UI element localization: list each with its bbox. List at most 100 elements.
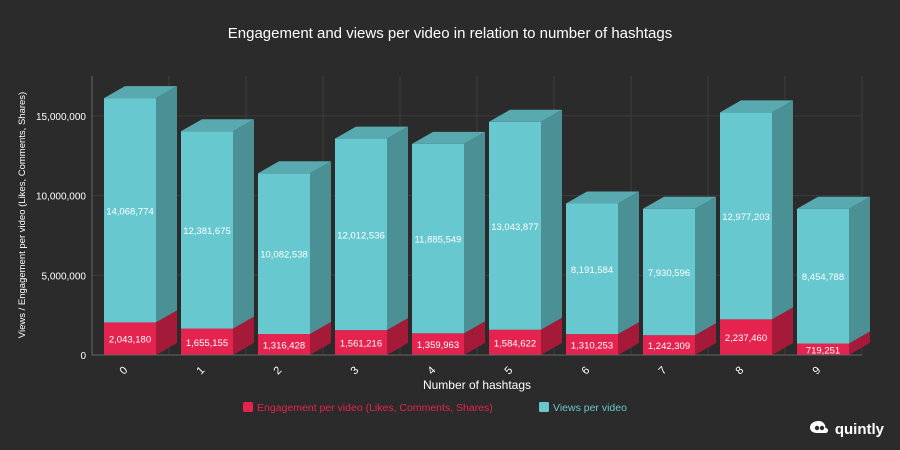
bar-top <box>643 196 716 209</box>
views-bar: 12,977,203 <box>720 100 793 320</box>
bar-front <box>258 173 310 335</box>
engagement-bar: 1,310,253 <box>566 322 639 355</box>
engagement-bar: 1,359,963 <box>412 321 485 355</box>
bar-side <box>233 316 254 355</box>
bar-top <box>104 86 177 99</box>
x-tick-label: 1 <box>194 364 207 377</box>
bar-side <box>772 307 793 355</box>
legend-label: Engagement per video (Likes, Comments, S… <box>257 402 493 414</box>
engagement-bar: 1,561,216 <box>335 318 408 355</box>
bar-front <box>643 335 695 355</box>
views-value-label: 12,012,536 <box>337 230 385 241</box>
bar-front <box>566 203 618 335</box>
engagement-value-label: 1,316,428 <box>263 341 305 352</box>
bar-front <box>412 333 464 355</box>
y-tick-label: 10,000,000 <box>36 192 86 203</box>
bar-side <box>387 318 408 355</box>
views-value-label: 12,381,675 <box>183 226 231 237</box>
bar-top <box>797 196 870 209</box>
bar-side <box>464 131 485 334</box>
engagement-value-label: 2,237,460 <box>725 333 767 344</box>
bar-side <box>156 86 177 323</box>
views-bar: 12,012,536 <box>335 126 408 331</box>
legend-item-engagement: Engagement per video (Likes, Comments, S… <box>243 402 493 414</box>
views-bar: 10,082,538 <box>258 161 331 335</box>
bar-top <box>335 126 408 139</box>
engagement-bar: 1,584,622 <box>489 317 562 355</box>
views-bar: 14,068,774 <box>104 86 177 323</box>
engagement-bar: 1,655,155 <box>181 316 254 355</box>
views-value-label: 7,930,596 <box>648 268 690 279</box>
bar-side <box>849 196 870 344</box>
bar-front <box>104 98 156 323</box>
brand-name: quintly <box>834 420 884 438</box>
engagement-value-label: 719,251 <box>806 345 840 356</box>
x-tick-label: 2 <box>271 364 284 377</box>
bar-front <box>181 131 233 329</box>
engagement-bar: 2,237,460 <box>720 307 793 355</box>
engagement-value-label: 2,043,180 <box>109 335 151 346</box>
y-tick-label: 0 <box>80 351 86 362</box>
bar-top <box>566 191 639 204</box>
views-value-label: 11,885,549 <box>415 235 462 246</box>
bar-front <box>335 138 387 331</box>
bar-side <box>310 322 331 355</box>
x-tick-label: 5 <box>502 364 515 377</box>
engagement-value-label: 1,359,963 <box>417 340 459 351</box>
bar-front <box>412 143 464 334</box>
engagement-bar: 1,316,428 <box>258 322 331 355</box>
bar-front <box>720 319 772 355</box>
brand: quintly <box>809 420 884 438</box>
x-axis-label: Number of hashtags <box>423 378 531 392</box>
legend-label: Views per video <box>553 402 627 414</box>
bar-side <box>772 100 793 320</box>
bar-front <box>258 334 310 355</box>
engagement-value-label: 1,561,216 <box>340 339 382 350</box>
views-bar: 8,454,788 <box>797 196 870 344</box>
bar-front <box>489 121 541 330</box>
bar-front <box>566 334 618 355</box>
x-tick-label: 7 <box>656 364 669 377</box>
quintly-logo-icon <box>809 420 829 438</box>
views-bar: 12,381,675 <box>181 119 254 329</box>
bar-side <box>695 196 716 336</box>
x-tick-label: 4 <box>425 364 438 377</box>
x-tick-label: 3 <box>348 364 361 377</box>
legend: Engagement per video (Likes, Comments, S… <box>243 402 627 414</box>
bar-front <box>797 343 849 355</box>
bar-side <box>233 119 254 329</box>
engagement-value-label: 1,310,253 <box>571 341 613 352</box>
bar-front <box>181 328 233 355</box>
bar-front <box>643 208 695 336</box>
bar-top <box>258 161 331 174</box>
x-tick-label: 6 <box>579 364 592 377</box>
bar-front <box>797 208 849 344</box>
bar-front <box>104 322 156 355</box>
legend-swatch <box>539 402 549 412</box>
y-tick-label: 15,000,000 <box>36 112 86 123</box>
bar-side <box>541 317 562 355</box>
bar-side <box>387 126 408 331</box>
bar-side <box>156 310 177 355</box>
x-tick-label: 0 <box>117 364 130 377</box>
bar-side <box>618 191 639 335</box>
bar-front <box>335 330 387 355</box>
bar-side <box>310 161 331 335</box>
views-bar: 11,885,549 <box>412 131 485 334</box>
y-tick-label: 5,000,000 <box>42 271 87 282</box>
engagement-value-label: 1,655,155 <box>186 338 228 349</box>
bar-front <box>489 329 541 355</box>
views-value-label: 8,191,584 <box>571 265 613 276</box>
engagement-bar: 1,242,309 <box>643 323 716 355</box>
legend-swatch <box>243 402 253 412</box>
bar-side <box>695 323 716 355</box>
engagement-bar: 719,251 <box>797 331 870 356</box>
bar-front <box>720 112 772 320</box>
bar-side <box>464 321 485 355</box>
bars-layer: 2,043,180 14,068,774 1,655,155 12,381,675 1,… <box>104 86 870 356</box>
views-value-label: 13,043,877 <box>491 222 539 233</box>
views-value-label: 8,454,788 <box>802 272 844 283</box>
y-axis-label: Views / Engagement per video (Likes, Com… <box>17 92 28 338</box>
x-tick-label: 9 <box>810 364 823 377</box>
